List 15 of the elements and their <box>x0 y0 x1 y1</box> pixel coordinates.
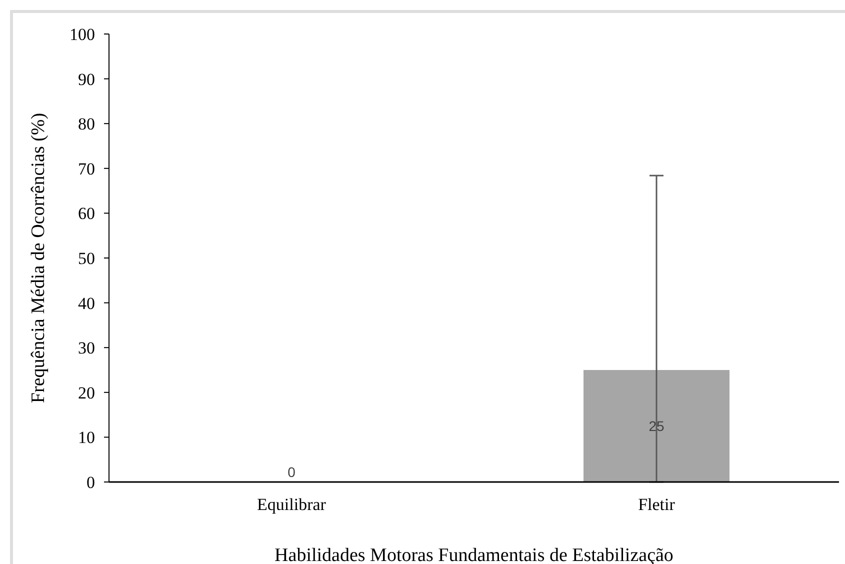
y-tick-label: 20 <box>78 383 95 402</box>
x-tick-label: Fletir <box>638 495 676 514</box>
y-tick-label: 80 <box>78 114 95 134</box>
y-tick-label: 100 <box>70 25 95 44</box>
y-tick-label: 90 <box>78 70 95 89</box>
y-tick-label: 30 <box>78 338 95 358</box>
y-tick-label: 10 <box>78 428 95 448</box>
data-label: 0 <box>288 464 296 480</box>
x-tick-label: Equilibrar <box>257 495 326 514</box>
y-tick-label: 0 <box>86 473 95 492</box>
y-axis-title: Frequência Média de Ocorrências (%) <box>28 112 48 404</box>
y-tick-label: 60 <box>78 204 95 224</box>
y-tick-label: 50 <box>78 249 95 268</box>
y-tick-label: 70 <box>78 159 95 178</box>
y-tick-label: 40 <box>78 294 95 313</box>
